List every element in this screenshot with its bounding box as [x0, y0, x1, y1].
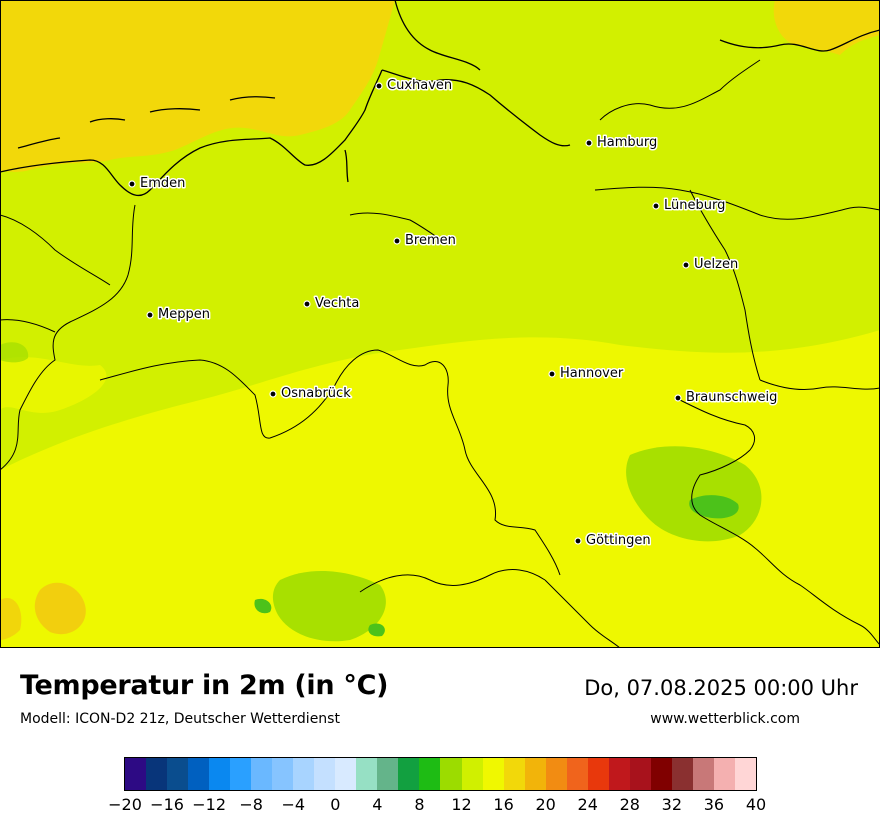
map-canvas: Cuxhaven Hamburg Emden Lüneburg Bremen U… [0, 0, 880, 648]
legend-swatch [461, 758, 483, 790]
legend-tick-label: 4 [372, 795, 383, 814]
website-link[interactable]: www.wetterblick.com [650, 711, 800, 727]
legend-swatch [503, 758, 525, 790]
legend-swatch [398, 758, 420, 790]
city-uelzen[interactable]: Uelzen [682, 256, 740, 274]
city-osnabrueck[interactable]: Osnabrück [269, 385, 353, 403]
legend-swatch [209, 758, 231, 790]
land-orange-patch-2 [0, 598, 22, 640]
north-sea [0, 0, 395, 172]
legend-swatch [629, 758, 651, 790]
land-green-dark-south [254, 598, 385, 637]
legend-swatch [314, 758, 336, 790]
borders [0, 59, 880, 648]
city-label: Cuxhaven [387, 78, 452, 93]
baltic-sea [773, 0, 880, 55]
city-label: Vechta [315, 296, 359, 311]
city-label: Bremen [405, 233, 456, 248]
legend-swatch [167, 758, 189, 790]
legend-swatch [125, 758, 147, 790]
city-meppen[interactable]: Meppen [146, 306, 211, 324]
legend-swatch [440, 758, 462, 790]
legend-swatch [419, 758, 441, 790]
legend-swatch [230, 758, 252, 790]
city-vechta[interactable]: Vechta [303, 295, 361, 313]
valid-time: Do, 07.08.2025 00:00 Uhr [584, 676, 858, 700]
legend-tick-label: 32 [661, 795, 683, 814]
city-label: Hannover [560, 366, 624, 381]
legend-swatch [671, 758, 693, 790]
legend-tick-label: 36 [703, 795, 725, 814]
legend-swatch [545, 758, 567, 790]
land-green-harz [626, 446, 762, 542]
legend-swatch [713, 758, 735, 790]
legend-color-bar [124, 757, 757, 791]
legend-tick-label: −20 [108, 795, 142, 814]
city-label: Braunschweig [686, 390, 777, 405]
legend-swatch [692, 758, 714, 790]
city-label: Emden [140, 176, 185, 191]
legend-tick-label: −16 [150, 795, 184, 814]
city-markers: Cuxhaven Hamburg Emden Lüneburg Bremen U… [128, 77, 779, 550]
legend-tick-label: 16 [493, 795, 514, 814]
city-label: Göttingen [586, 533, 651, 548]
legend-swatch [146, 758, 168, 790]
city-label: Lüneburg [664, 198, 725, 213]
land-green-dark-harz [689, 495, 739, 519]
legend-tick-label: 40 [745, 795, 767, 814]
legend-tick-label: 28 [619, 795, 640, 814]
legend-swatch [356, 758, 378, 790]
city-hamburg[interactable]: Hamburg [585, 134, 659, 152]
legend-tick-label: −8 [239, 795, 263, 814]
legend-swatch [608, 758, 630, 790]
legend-swatch [566, 758, 588, 790]
temperature-map: Cuxhaven Hamburg Emden Lüneburg Bremen U… [0, 0, 880, 648]
city-emden[interactable]: Emden [128, 175, 187, 193]
legend-tick-label: 12 [451, 795, 472, 814]
city-braunschweig[interactable]: Braunschweig [674, 389, 779, 407]
map-title: Temperatur in 2m (in °C) [20, 670, 389, 701]
city-goettingen[interactable]: Göttingen [574, 532, 652, 550]
model-info: Modell: ICON-D2 21z, Deutscher Wetterdie… [20, 711, 340, 727]
land-south-warm [0, 330, 880, 648]
legend-tick-label: 20 [535, 795, 556, 814]
city-label: Meppen [158, 307, 210, 322]
legend-swatch [650, 758, 672, 790]
legend-swatch [524, 758, 546, 790]
land-green-south [272, 570, 386, 642]
land-orange-patch [34, 582, 86, 635]
legend-swatch [587, 758, 609, 790]
legend-swatch [251, 758, 273, 790]
city-label: Uelzen [694, 257, 738, 272]
color-legend: −20 −16 −12 −8 −4 0 4 8 12 16 20 24 28 32 36 40 [108, 757, 766, 814]
city-hannover[interactable]: Hannover [548, 365, 625, 383]
legend-tick-label: 8 [414, 795, 425, 814]
legend-tick-label: −4 [281, 795, 306, 814]
city-cuxhaven[interactable]: Cuxhaven [375, 77, 454, 95]
legend-swatch [482, 758, 504, 790]
city-label: Osnabrück [281, 386, 351, 401]
city-label: Hamburg [597, 135, 657, 150]
city-lueneburg[interactable]: Lüneburg [652, 197, 727, 215]
legend-swatch [377, 758, 399, 790]
city-bremen[interactable]: Bremen [393, 232, 457, 250]
legend-swatch [293, 758, 315, 790]
land-west-patch [0, 357, 107, 413]
coastlines [0, 0, 880, 197]
legend-swatch [335, 758, 357, 790]
legend-tick-label: 0 [330, 795, 341, 814]
legend-tick-label: −12 [192, 795, 227, 814]
land-green-west [0, 342, 29, 363]
legend-swatch [272, 758, 294, 790]
legend-swatch [734, 758, 756, 790]
legend-tick-label: 24 [577, 795, 598, 814]
legend-swatch [188, 758, 210, 790]
